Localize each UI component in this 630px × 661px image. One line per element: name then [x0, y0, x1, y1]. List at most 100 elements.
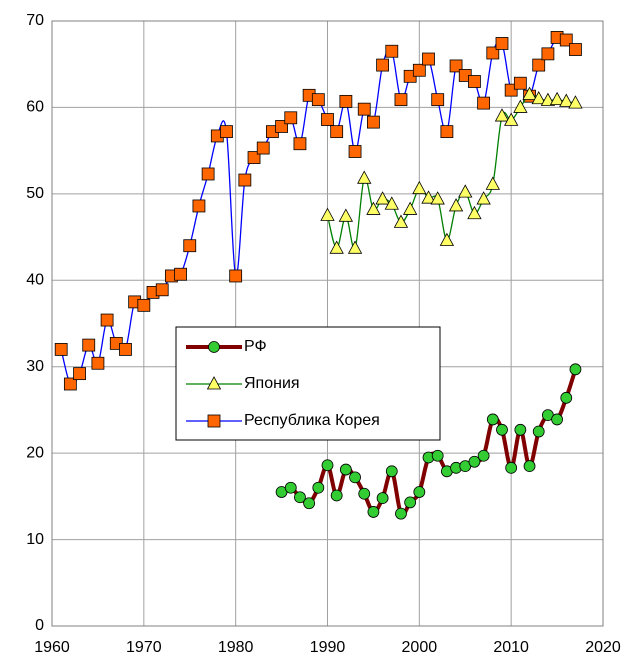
x-tick-label: 1980: [218, 639, 254, 656]
data-point: [247, 151, 261, 164]
data-point: [384, 196, 399, 210]
data-point: [551, 413, 563, 426]
legend-marker: [208, 341, 220, 353]
data-point: [321, 459, 334, 472]
data-point: [485, 176, 500, 190]
data-point: [330, 489, 343, 502]
data-point: [569, 43, 582, 56]
data-point: [174, 267, 187, 281]
y-tick-label: 50: [26, 185, 44, 202]
legend-label: Япония: [244, 375, 300, 392]
legend-marker: [206, 376, 222, 390]
data-point: [192, 199, 206, 213]
data-point: [541, 47, 555, 61]
data-point: [385, 465, 398, 478]
data-point: [523, 460, 536, 473]
data-point: [338, 208, 354, 222]
data-point: [366, 201, 381, 215]
data-point: [256, 141, 270, 155]
data-point: [321, 113, 334, 126]
y-tick-label: 0: [35, 617, 44, 634]
data-point: [367, 115, 380, 129]
data-point: [503, 112, 519, 126]
data-point: [486, 413, 499, 426]
data-point: [495, 37, 509, 50]
legend-marker: [207, 414, 221, 428]
data-point: [311, 93, 325, 107]
data-point: [412, 63, 426, 77]
data-point: [201, 167, 215, 181]
data-point: [339, 463, 352, 476]
data-point: [312, 481, 325, 494]
x-tick-label: 2020: [585, 639, 621, 656]
data-point: [394, 93, 408, 107]
data-point: [522, 86, 537, 100]
data-point: [349, 471, 361, 484]
data-point: [375, 191, 390, 205]
data-point: [412, 180, 427, 195]
data-point: [82, 338, 96, 352]
data-point: [73, 367, 86, 381]
data-point: [549, 91, 565, 106]
y-tick-label: 10: [26, 531, 44, 548]
x-tick-label: 2010: [493, 639, 529, 656]
data-point: [357, 170, 372, 184]
legend-label: РФ: [244, 338, 267, 355]
data-point: [568, 95, 583, 109]
data-point: [376, 58, 390, 72]
y-tick-label: 60: [26, 99, 44, 116]
data-point: [505, 461, 518, 474]
data-point: [559, 33, 573, 47]
data-point: [348, 145, 362, 158]
y-tick-label: 20: [26, 444, 44, 461]
x-tick-label: 2000: [402, 639, 438, 656]
data-point: [229, 269, 243, 283]
data-point: [284, 481, 297, 494]
data-point: [431, 93, 445, 107]
data-point: [496, 423, 508, 436]
data-point: [531, 90, 546, 105]
data-point: [431, 449, 444, 462]
data-point: [540, 92, 556, 106]
data-point: [155, 283, 169, 297]
data-point: [532, 58, 546, 72]
data-point: [137, 298, 151, 312]
x-tick-label: 1960: [34, 639, 70, 656]
data-point: [357, 102, 371, 116]
data-point: [385, 44, 399, 58]
data-point: [467, 205, 482, 220]
data-point: [358, 487, 371, 500]
data-point: [303, 497, 316, 510]
data-point: [413, 486, 426, 498]
data-point: [402, 201, 418, 215]
data-point: [404, 496, 417, 509]
data-point: [395, 507, 407, 520]
data-point: [560, 391, 573, 404]
data-point: [476, 191, 491, 205]
data-point: [284, 111, 298, 125]
data-point: [100, 313, 114, 327]
data-point: [468, 75, 481, 88]
data-point: [220, 125, 233, 139]
data-point: [494, 108, 510, 122]
data-point: [458, 184, 473, 198]
data-point: [376, 492, 389, 504]
data-point: [339, 94, 353, 108]
data-point: [347, 240, 363, 254]
data-point: [449, 59, 463, 73]
legend-label: Республика Корея: [244, 412, 380, 429]
data-point: [320, 207, 335, 221]
data-point: [422, 52, 435, 66]
data-point: [513, 99, 528, 113]
data-point: [238, 173, 252, 187]
x-tick-label: 1990: [310, 639, 346, 656]
data-point: [440, 125, 454, 139]
data-point: [513, 76, 527, 90]
data-point: [63, 377, 77, 391]
data-point: [393, 214, 409, 228]
data-point: [477, 96, 491, 110]
x-tick-label: 1970: [126, 639, 162, 656]
data-point: [486, 46, 500, 60]
data-point: [430, 191, 445, 205]
